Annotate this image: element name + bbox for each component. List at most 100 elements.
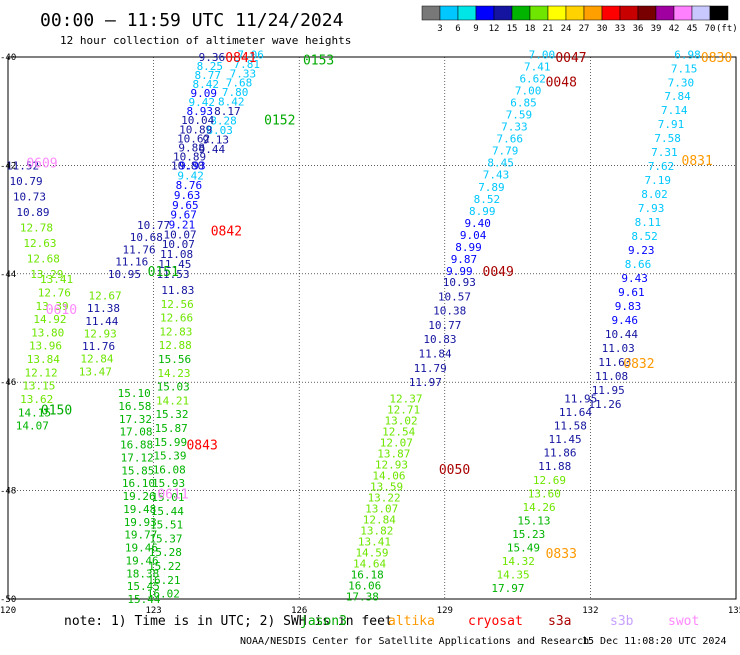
footer-timestamp: 15 Dec 11:08:20 UTC 2024 bbox=[582, 636, 727, 647]
wave-height-label: 9.61 bbox=[618, 286, 645, 299]
wave-height-label: 8.45 bbox=[487, 157, 514, 170]
lat-tick-label: -40 bbox=[0, 53, 16, 63]
pass-time-label: 0150 bbox=[41, 403, 72, 418]
latitude-ticks: -40 -42 -44 -46 -48 -50 bbox=[0, 53, 16, 605]
wave-height-label: 7.59 bbox=[506, 109, 533, 122]
wave-height-label: 8.17 bbox=[214, 105, 241, 118]
wave-height-label: 13.02 bbox=[385, 414, 418, 427]
wave-height-label: 7.79 bbox=[492, 145, 519, 158]
wave-height-label: 7.84 bbox=[664, 90, 691, 103]
colorbar-tick-label: 12 bbox=[489, 24, 500, 34]
wave-height-label: 9.83 bbox=[615, 300, 642, 313]
wave-height-label: 7.68 bbox=[226, 77, 253, 90]
wave-height-label: 14.15 bbox=[18, 406, 51, 419]
wave-height-label: 17.97 bbox=[491, 582, 524, 595]
track-jason3-0152-b: 9.368.258.778.429.099.428.9310.0410.8910… bbox=[171, 51, 225, 172]
track-altika-0831: 6.987.157.307.847.147.917.587.317.627.19… bbox=[588, 48, 700, 411]
pass-time-label: 0833 bbox=[546, 547, 577, 562]
satellite-legend-altika: altika bbox=[388, 614, 435, 629]
wave-height-label: 11.03 bbox=[602, 342, 635, 355]
wave-height-label: 11.53 bbox=[156, 268, 189, 281]
wave-height-label: 15.28 bbox=[149, 546, 182, 559]
wave-height-label: 7.41 bbox=[524, 60, 551, 73]
pass-time-label: 0152 bbox=[264, 113, 295, 128]
wave-height-label: 9.09 bbox=[191, 87, 218, 100]
pass-time-label: 0049 bbox=[483, 265, 514, 280]
colorbar-tick-label: 3 bbox=[437, 24, 442, 34]
satellite-legend-jason3: jason3 bbox=[300, 614, 347, 629]
wave-height-label: 19.46 bbox=[125, 542, 158, 555]
wave-height-label: 8.52 bbox=[474, 193, 501, 206]
track-s3a-0048: 7.007.416.627.006.857.597.337.667.798.45… bbox=[446, 48, 555, 278]
wave-height-label: 12.69 bbox=[533, 474, 566, 487]
wave-height-label: 11.52 bbox=[6, 159, 39, 172]
wave-height-label: 10.89 bbox=[16, 206, 49, 219]
track-jason3-0152-a: 7.067.817.337.687.808.428.178.288.039.13… bbox=[199, 48, 264, 156]
wave-height-label: 13.07 bbox=[365, 502, 398, 515]
colorbar-swatch bbox=[439, 5, 459, 21]
wave-height-label: 11.88 bbox=[538, 460, 571, 473]
wave-height-label: 11.08 bbox=[595, 370, 628, 383]
wave-height-label: 7.91 bbox=[658, 118, 685, 131]
wave-height-label: 19.26 bbox=[122, 490, 155, 503]
wave-height-label: 7.58 bbox=[654, 132, 681, 145]
wave-height-label: 7.00 bbox=[529, 48, 556, 61]
colorbar-tick-label: 6 bbox=[455, 24, 460, 34]
wave-height-label: 7.19 bbox=[645, 174, 672, 187]
wave-height-label: 7.81 bbox=[234, 58, 261, 71]
wave-height-label: 8.11 bbox=[635, 216, 662, 229]
wave-height-label: 15.23 bbox=[512, 528, 545, 541]
wave-height-label: 15.87 bbox=[155, 422, 188, 435]
wave-height-label: 13.15 bbox=[22, 380, 55, 393]
wave-height-label: 12.63 bbox=[23, 237, 56, 250]
colorbar-swatch bbox=[457, 5, 477, 21]
wave-height-label: 6.62 bbox=[519, 72, 546, 85]
wave-height-label: 14.26 bbox=[523, 501, 556, 514]
wave-height-label: 12.84 bbox=[363, 513, 396, 526]
colorbar-tick-label: 21 bbox=[543, 24, 554, 34]
footer-credit: NOAA/NESDIS Center for Satellite Applica… bbox=[240, 636, 589, 647]
wave-height-label: 7.15 bbox=[671, 62, 698, 75]
wave-height-label: 16.10 bbox=[122, 477, 155, 490]
colorbar-swatch bbox=[511, 5, 531, 21]
wave-height-label: 14.64 bbox=[353, 557, 386, 570]
wave-height-label: 12.76 bbox=[38, 287, 71, 300]
lat-lon-grid bbox=[8, 57, 736, 599]
wave-height-label: 11.76 bbox=[122, 243, 155, 256]
track-s3a-0050: 12.3712.7113.0212.5412.0713.8712.9314.06… bbox=[346, 392, 423, 603]
wave-height-label: 8.99 bbox=[455, 241, 482, 254]
wave-height-label: 9.21 bbox=[169, 219, 196, 232]
colorbar-tick-label: 33 bbox=[615, 24, 626, 34]
colorbar-tick-label: 15 bbox=[507, 24, 518, 34]
lat-tick-label: -48 bbox=[0, 487, 16, 497]
wave-height-label: 17.08 bbox=[119, 426, 152, 439]
wave-height-label: 15.32 bbox=[155, 408, 188, 421]
colorbar-swatch bbox=[655, 5, 675, 21]
lat-tick-label: -42 bbox=[0, 161, 16, 171]
wave-height-label: 8.99 bbox=[469, 205, 496, 218]
wave-height-label: 17.38 bbox=[346, 590, 379, 603]
wave-height-label: 16.08 bbox=[153, 463, 186, 476]
colorbar-tick-label: 9 bbox=[473, 24, 478, 34]
wave-height-label: 8.28 bbox=[210, 115, 237, 128]
satellite-legend: jason3 altika cryosat s3a s3b swot bbox=[300, 614, 699, 629]
wave-height-label: 13.62 bbox=[20, 393, 53, 406]
track-altika-0832: 11.9511.6411.5811.4511.8611.8812.6913.60… bbox=[491, 392, 597, 595]
colorbar-tick-label: 24 bbox=[561, 24, 572, 34]
wave-height-label: 7.93 bbox=[638, 202, 665, 215]
colorbar-tick-label: 36 bbox=[633, 24, 644, 34]
page-subtitle: 12 hour collection of altimeter wave hei… bbox=[60, 34, 351, 47]
wave-height-label: 10.07 bbox=[164, 228, 197, 241]
wave-height-label: 15.56 bbox=[158, 353, 191, 366]
wave-height-label: 11.97 bbox=[409, 376, 442, 389]
wave-height-label: 13.87 bbox=[377, 447, 410, 460]
pass-time-label: 0843 bbox=[186, 439, 217, 454]
wave-height-label: 9.42 bbox=[188, 96, 215, 109]
footer-note: note: 1) Time is in UTC; 2) SWH is in fe… bbox=[64, 614, 393, 629]
colorbar-swatch bbox=[529, 5, 549, 21]
wave-height-label: 12.88 bbox=[159, 339, 192, 352]
wave-height-label: 15.44 bbox=[151, 505, 184, 518]
